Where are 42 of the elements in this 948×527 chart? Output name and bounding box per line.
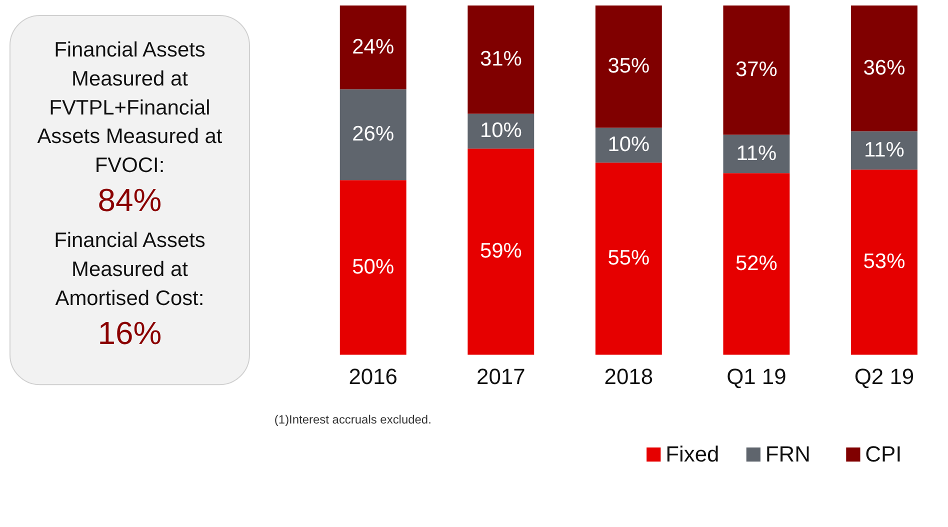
bar [340,89,406,180]
x-tick-label: Q1 19 [726,364,786,390]
bar [468,5,534,114]
x-tick-label: 2016 [348,364,398,390]
bar [723,134,790,174]
data-label: 55% [608,246,650,270]
bar [851,131,918,170]
bar [340,5,406,90]
data-label: 35% [608,54,650,78]
data-label: 59% [480,240,522,263]
data-label: 10% [608,133,650,156]
legend-label: FRN [765,442,810,467]
data-label: 50% [352,255,394,278]
data-label: 10% [480,119,522,142]
data-label: 36% [863,56,906,80]
data-label: 26% [352,122,394,146]
bar [468,148,534,355]
legend-label: Fixed [666,442,720,467]
bar [851,170,918,355]
bar [595,162,662,355]
x-tick-label: 2017 [476,364,526,390]
x-tick-label: 2018 [604,364,654,390]
text: 84% [98,182,162,218]
legend-label: CPI [865,442,902,467]
bar [851,5,918,132]
data-label: 24% [352,35,394,58]
text: Financial Assets Measured at FVTPL+Financial Assets Measured at FVOCI: [37,38,222,178]
data-label: 11% [736,142,777,165]
data-label: 31% [480,48,522,71]
bar [340,180,406,355]
data-label: 53% [863,250,906,274]
text: (1)Interest accruals excluded. [274,412,432,427]
data-label: 37% [736,58,778,82]
bar [595,128,662,163]
bar [723,173,790,355]
text: 16% [98,314,162,351]
bar [723,5,790,135]
bar [595,5,662,128]
x-tick-label: Q2 19 [854,364,914,390]
data-label: 11% [864,138,904,162]
data-label: 52% [736,252,778,275]
text: Financial Assets Measured at Amortised Cost: [54,228,206,310]
